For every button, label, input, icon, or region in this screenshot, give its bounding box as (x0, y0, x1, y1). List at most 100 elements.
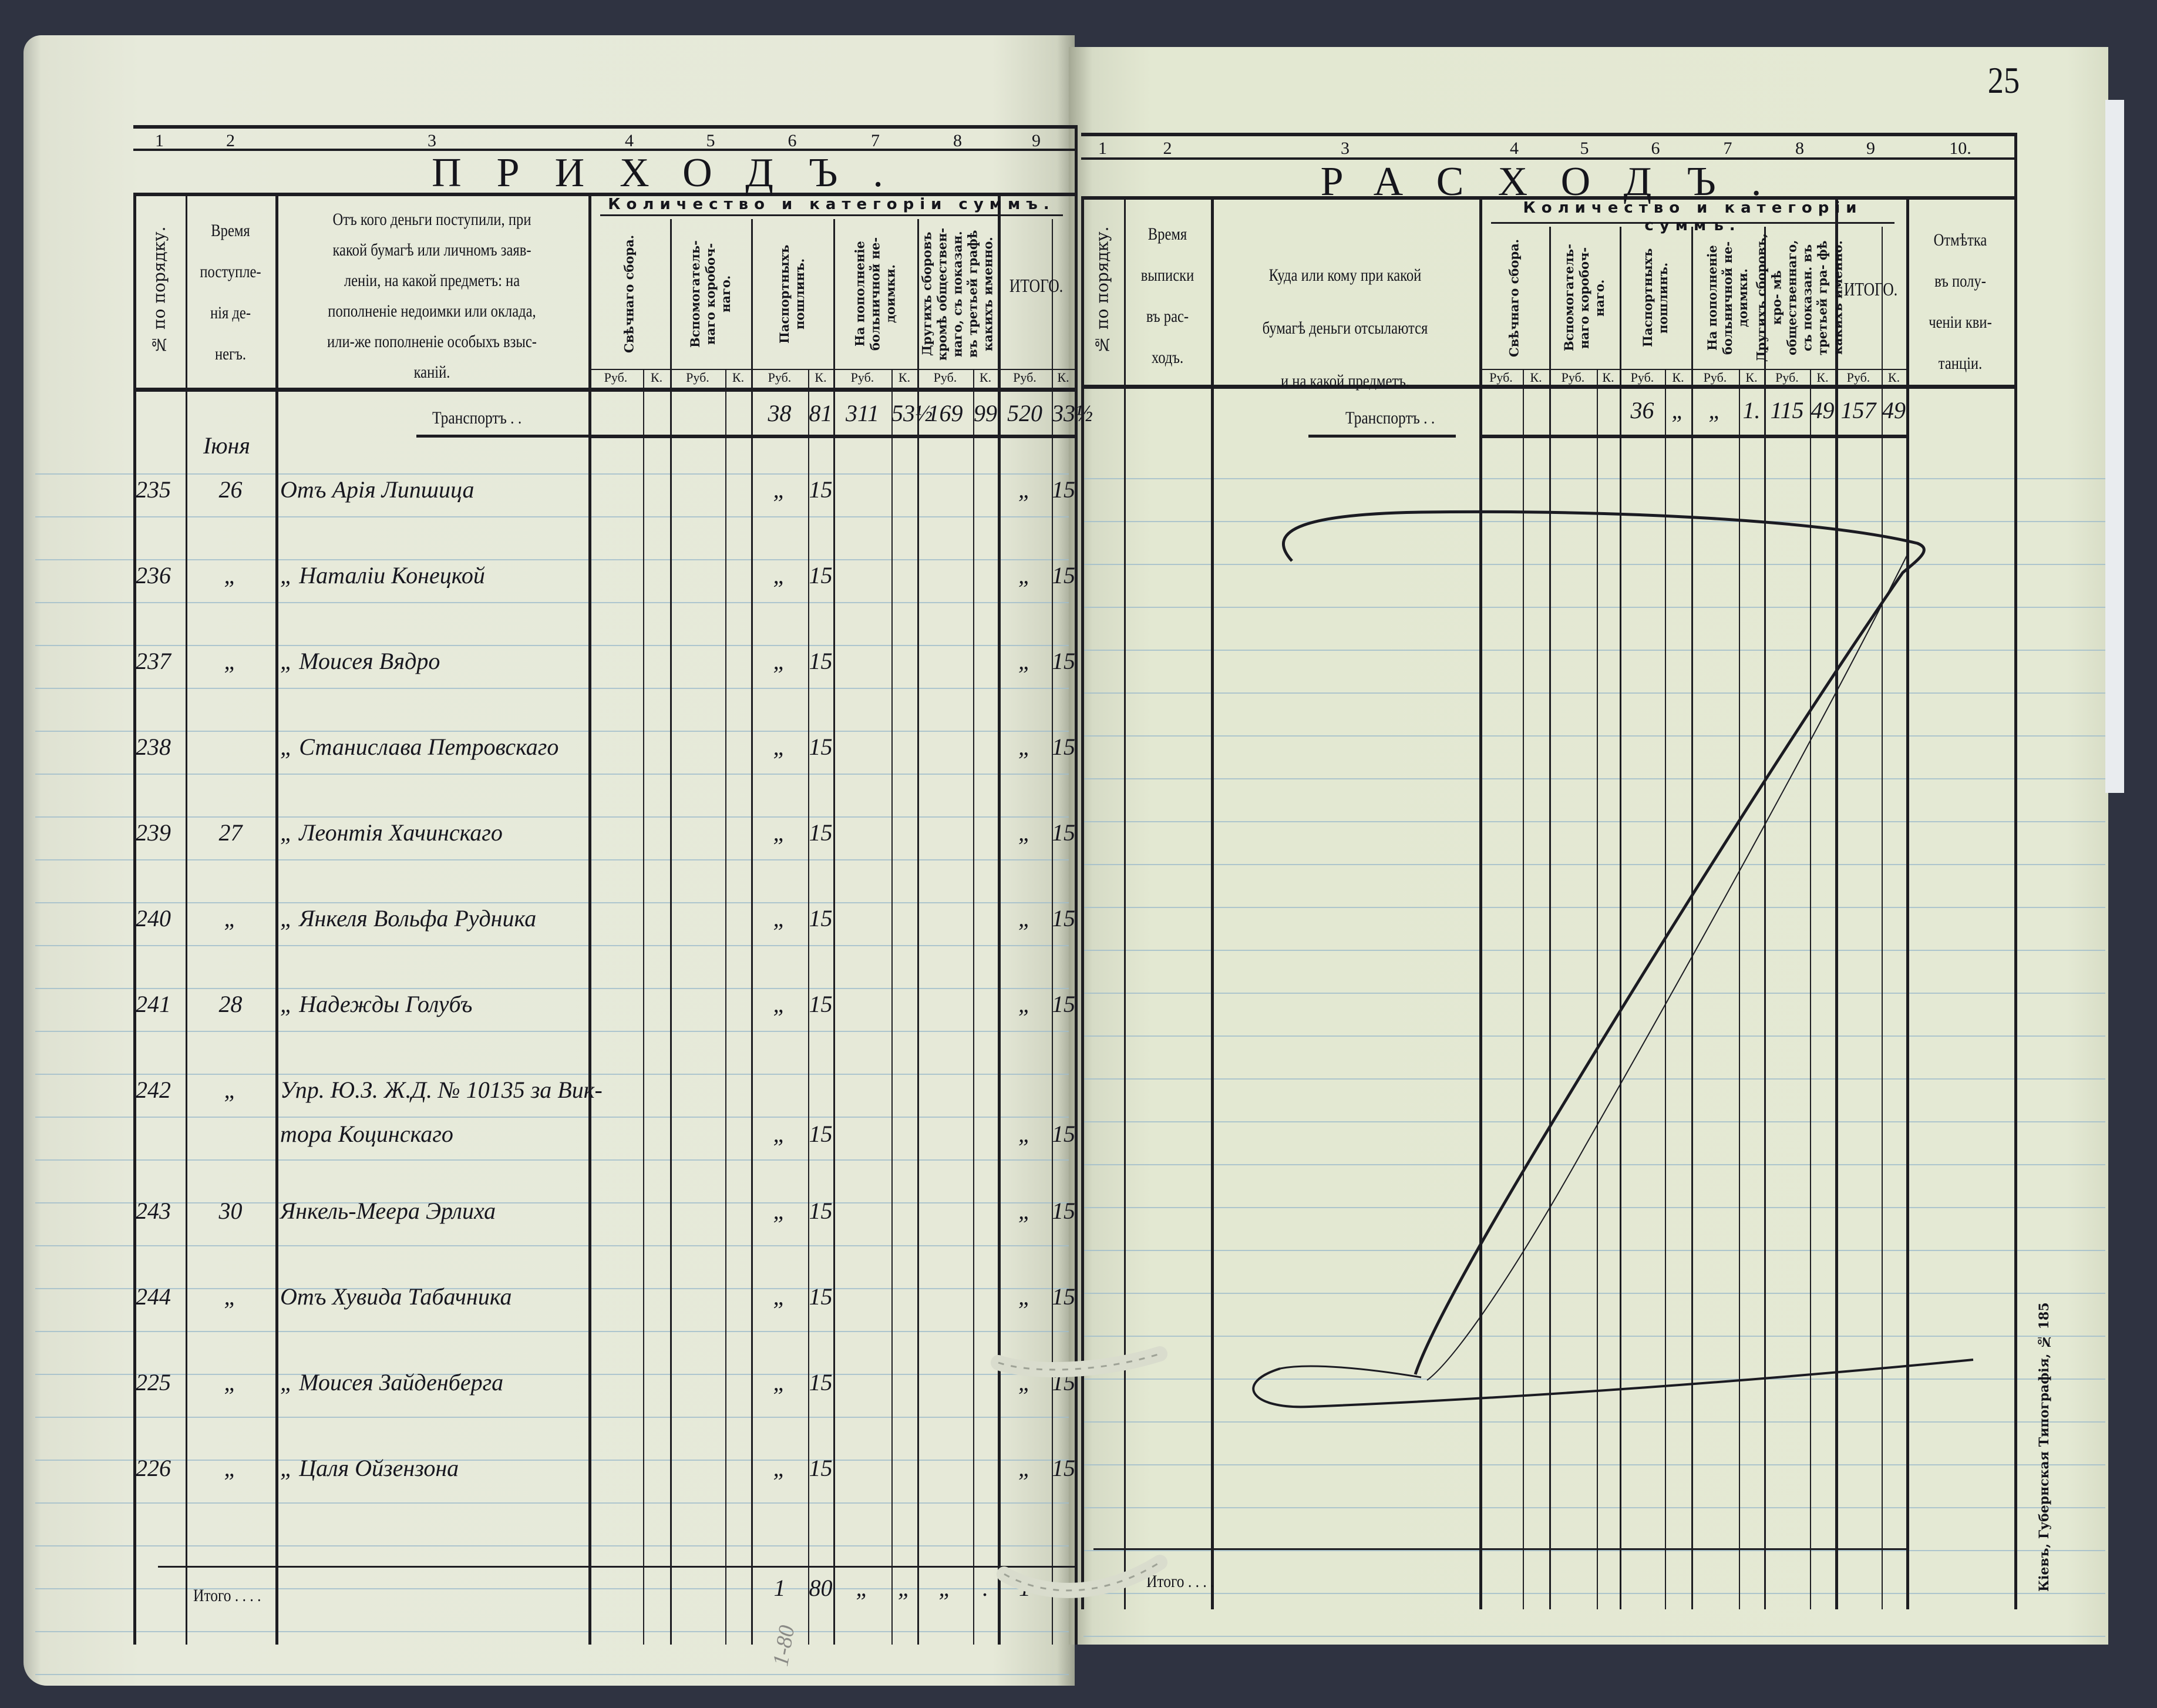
kop-label: К. (979, 370, 992, 385)
transport-kop: 49 (1811, 397, 1835, 423)
row-kop: 15 (809, 1283, 833, 1310)
row-number: 235 (136, 476, 171, 503)
transport-rub: 520 (1007, 400, 1042, 426)
row-number: 242 (136, 1077, 171, 1103)
transport-rub: 157 (1840, 397, 1876, 423)
column-number: 2 (226, 131, 235, 150)
column-rule (670, 219, 672, 1645)
column-number: 9 (1866, 139, 1875, 158)
ruled-line (35, 945, 1069, 946)
row-number: 238 (136, 734, 171, 760)
row-rub: „ (773, 991, 786, 1017)
kop-label: К. (1887, 370, 1900, 385)
ruled-line (1083, 864, 2105, 865)
rub-label: Руб. (1703, 370, 1727, 385)
ruled-line (1083, 735, 2105, 737)
column-rule (998, 193, 1001, 1645)
column-rule (275, 193, 278, 1645)
column-number-rule (1081, 157, 2014, 160)
rub-label: Руб. (1630, 370, 1654, 385)
section-title: РАСХОДЪ. (1320, 159, 1797, 204)
ruled-line (1083, 1035, 2105, 1037)
row-description: „ Цаля Ойзензона (280, 1455, 459, 1481)
header-description-line: каній. (413, 362, 450, 382)
column-rule (725, 369, 726, 1645)
header-group: Количество и категоріи суммъ. (1523, 199, 1863, 234)
ruled-line (35, 1117, 1069, 1118)
ruled-line (1083, 1464, 2105, 1465)
title-rule (1081, 196, 2014, 200)
rub-label: Руб. (850, 370, 874, 385)
kop-label: К. (1816, 370, 1829, 385)
row-rub: „ (1018, 819, 1032, 846)
ruled-line (1083, 1207, 2105, 1208)
transport-kop: 99 (974, 400, 997, 426)
ruled-line (1083, 1421, 2105, 1423)
ruled-line (1083, 1636, 2105, 1637)
column-number: 5 (1580, 139, 1589, 158)
header-time-line: Время (211, 221, 250, 240)
total-kop: . (982, 1575, 988, 1601)
header-description-line: бумагѣ деньги отсылаются (1262, 318, 1428, 338)
transport-rub: „ (1708, 397, 1722, 423)
ruled-line (35, 816, 1069, 818)
transport-kop: 1. (1742, 397, 1761, 423)
ruled-line (1083, 692, 2105, 694)
row-number: 226 (136, 1455, 171, 1481)
row-rub: „ (1018, 991, 1032, 1017)
total-rub: 1 (773, 1575, 786, 1601)
ruled-line (1083, 521, 2105, 522)
transport-kop: 49 (1882, 397, 1906, 423)
ruled-line (35, 1331, 1069, 1332)
row-kop: 15 (809, 1369, 833, 1396)
total-rule (158, 1566, 1075, 1568)
row-date: „ (224, 1369, 237, 1396)
row-date: 28 (218, 991, 243, 1017)
ruled-line (35, 1202, 1069, 1203)
row-rub: „ (1018, 905, 1032, 932)
ruled-line (35, 1417, 1069, 1418)
row-kop: 15 (1052, 819, 1075, 846)
ruled-line (1083, 1593, 2105, 1594)
column-number: 10. (1949, 139, 1971, 158)
column-rule (1597, 369, 1598, 1609)
total-kop: 80 (809, 1575, 833, 1601)
header-receipt-line: танціи. (1938, 354, 1983, 373)
row-rub: „ (773, 562, 786, 589)
left-page (23, 35, 1075, 1686)
ruled-line (35, 1502, 1069, 1504)
transport-label-rule (416, 435, 588, 438)
row-date: 27 (218, 819, 243, 846)
header-description-line: пополненіе недоимки или оклада, (328, 301, 536, 321)
row-kop: 15 (1052, 1121, 1075, 1147)
row-rub: „ (773, 905, 786, 932)
rub-label: Руб. (933, 370, 957, 385)
column-rule (1052, 219, 1053, 1645)
column-number: 8 (1795, 139, 1804, 158)
header-description: Куда или кому при какой бумагѣ деньги отс… (1216, 249, 1474, 408)
ruled-line (35, 645, 1069, 646)
ruled-line (35, 902, 1069, 903)
row-kop: 15 (1052, 734, 1075, 760)
row-date: „ (224, 1455, 237, 1481)
rub-kop-rule (588, 369, 1075, 370)
row-kop: 15 (1052, 476, 1075, 503)
row-number: 243 (136, 1198, 171, 1224)
ruled-line (35, 516, 1069, 517)
ruled-line (35, 1631, 1069, 1632)
rub-label: Руб. (1846, 370, 1870, 385)
column-rule (588, 193, 591, 1645)
row-date: 30 (218, 1198, 243, 1224)
kop-label: К. (650, 370, 663, 385)
row-kop: 15 (809, 991, 833, 1017)
row-rub: „ (773, 1455, 786, 1481)
column-number: 5 (706, 131, 715, 150)
column-rule (1835, 196, 1838, 1609)
ruled-line (1083, 1164, 2105, 1165)
column-rule (1549, 227, 1551, 1609)
ruled-line (1083, 564, 2105, 565)
row-rub: „ (1018, 1198, 1032, 1224)
row-kop: 15 (809, 476, 833, 503)
